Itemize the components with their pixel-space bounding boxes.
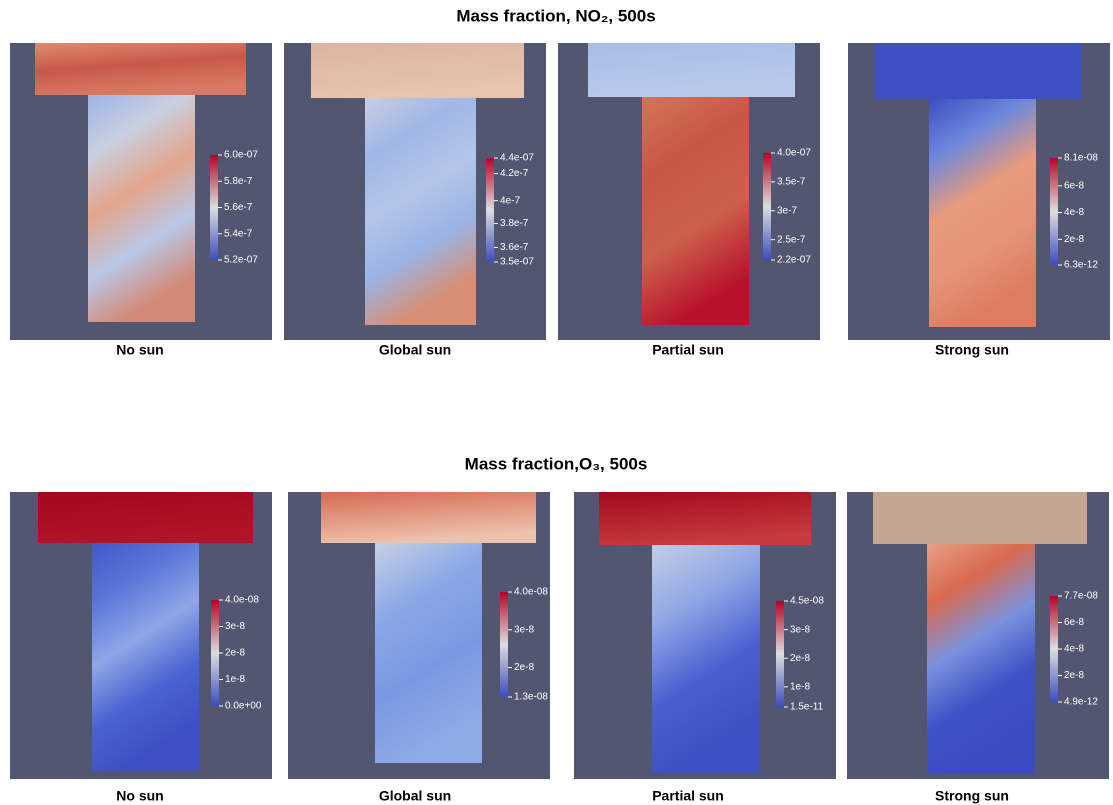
- row-title: Mass fraction, NO₂, 500s: [456, 6, 655, 25]
- field-stem: [642, 97, 749, 325]
- colorbar-tick-label: 3.5e-7: [777, 177, 806, 188]
- field-top: [875, 43, 1082, 99]
- colorbar: [776, 601, 784, 707]
- field-top: [588, 43, 795, 97]
- colorbar-tick-label: 3.5e-07: [500, 257, 534, 268]
- colorbar-tick-label: 6e-8: [1064, 617, 1084, 628]
- field-stem: [652, 545, 760, 773]
- colorbar: [1050, 596, 1058, 702]
- figure: Mass fraction, NO₂, 500s 6.0e-07 5.8e-7 5.6…: [0, 0, 1113, 805]
- colorbar: [763, 153, 771, 260]
- colorbar-tick-label: 3.6e-7: [500, 242, 529, 253]
- colorbar-tick-label: 5.2e-07: [224, 255, 258, 266]
- colorbar-tick-label: 0.0e+00: [225, 701, 262, 712]
- colorbar-tick-label: 1.5e-11: [790, 702, 824, 713]
- colorbar-tick-label: 4.0e-07: [777, 148, 811, 159]
- colorbar: [500, 592, 508, 697]
- colorbar-tick-label: 3e-8: [790, 624, 810, 635]
- field-top: [873, 492, 1087, 544]
- colorbar-tick-label: 2e-8: [790, 653, 810, 664]
- colorbar-tick-label: 4.9e-12: [1064, 697, 1098, 708]
- panel-label: Strong sun: [935, 788, 1009, 804]
- panel-label: Partial sun: [652, 342, 724, 358]
- colorbar-tick-label: 2.5e-7: [777, 234, 806, 245]
- colorbar-tick-label: 5.4e-7: [224, 228, 253, 239]
- colorbar-tick-label: 7.7e-08: [1064, 591, 1098, 602]
- colorbar-tick-label: 3e-8: [514, 624, 534, 635]
- colorbar-tick-label: 4.0e-08: [514, 587, 548, 598]
- colorbar-tick-label: 6.0e-07: [224, 150, 258, 161]
- colorbar-tick-label: 4e-8: [1064, 644, 1084, 655]
- field-stem: [927, 544, 1035, 774]
- colorbar-tick-label: 2e-8: [1064, 234, 1084, 245]
- field-top: [311, 43, 524, 98]
- colorbar-tick-label: 1.3e-08: [514, 692, 548, 703]
- colorbar-tick-label: 5.8e-7: [224, 176, 253, 187]
- field-stem: [365, 98, 476, 325]
- colorbar-tick-label: 6.3e-12: [1064, 260, 1098, 271]
- colorbar-tick-label: 5.6e-7: [224, 202, 253, 213]
- panel-label: Global sun: [379, 342, 451, 358]
- panel-label: Strong sun: [935, 342, 1009, 358]
- colorbar: [486, 158, 494, 262]
- colorbar-tick-label: 3e-7: [777, 205, 797, 216]
- colorbar-tick-label: 4.0e-08: [225, 595, 259, 606]
- colorbar-tick-label: 3e-8: [225, 621, 245, 632]
- field-top: [38, 492, 253, 543]
- field-stem: [929, 99, 1036, 327]
- panel-label: No sun: [116, 342, 163, 358]
- colorbar-tick-label: 2.2e-07: [777, 255, 811, 266]
- colorbar: [211, 600, 219, 706]
- colorbar-tick-label: 4.4e-07: [500, 153, 534, 164]
- field-top: [599, 492, 811, 545]
- colorbar: [210, 155, 218, 260]
- colorbar-tick-label: 3.8e-7: [500, 218, 529, 229]
- colorbar-tick-label: 6e-8: [1064, 180, 1084, 191]
- field-stem: [88, 95, 195, 322]
- colorbar-tick-label: 4.5e-08: [790, 596, 824, 607]
- colorbar-tick-label: 2e-8: [1064, 670, 1084, 681]
- colorbar-tick-label: 2e-8: [225, 648, 245, 659]
- colorbar-tick-label: 4.2e-7: [500, 168, 529, 179]
- field-top: [35, 43, 246, 95]
- panel-label: No sun: [116, 788, 163, 804]
- colorbar-tick-label: 1e-8: [790, 682, 810, 693]
- colorbar-tick-label: 4e-8: [1064, 207, 1084, 218]
- field-top: [321, 492, 536, 543]
- field-stem: [375, 543, 482, 763]
- colorbar: [1050, 158, 1058, 265]
- colorbar-tick-label: 1e-8: [225, 674, 245, 685]
- colorbar-tick-label: 2e-8: [514, 662, 534, 673]
- field-stem: [92, 543, 199, 771]
- panel-label: Global sun: [379, 788, 451, 804]
- row-title: Mass fraction,O₃, 500s: [465, 454, 648, 473]
- colorbar-tick-label: 4e-7: [500, 195, 520, 206]
- colorbar-tick-label: 8.1e-08: [1064, 153, 1098, 164]
- panel-label: Partial sun: [652, 788, 724, 804]
